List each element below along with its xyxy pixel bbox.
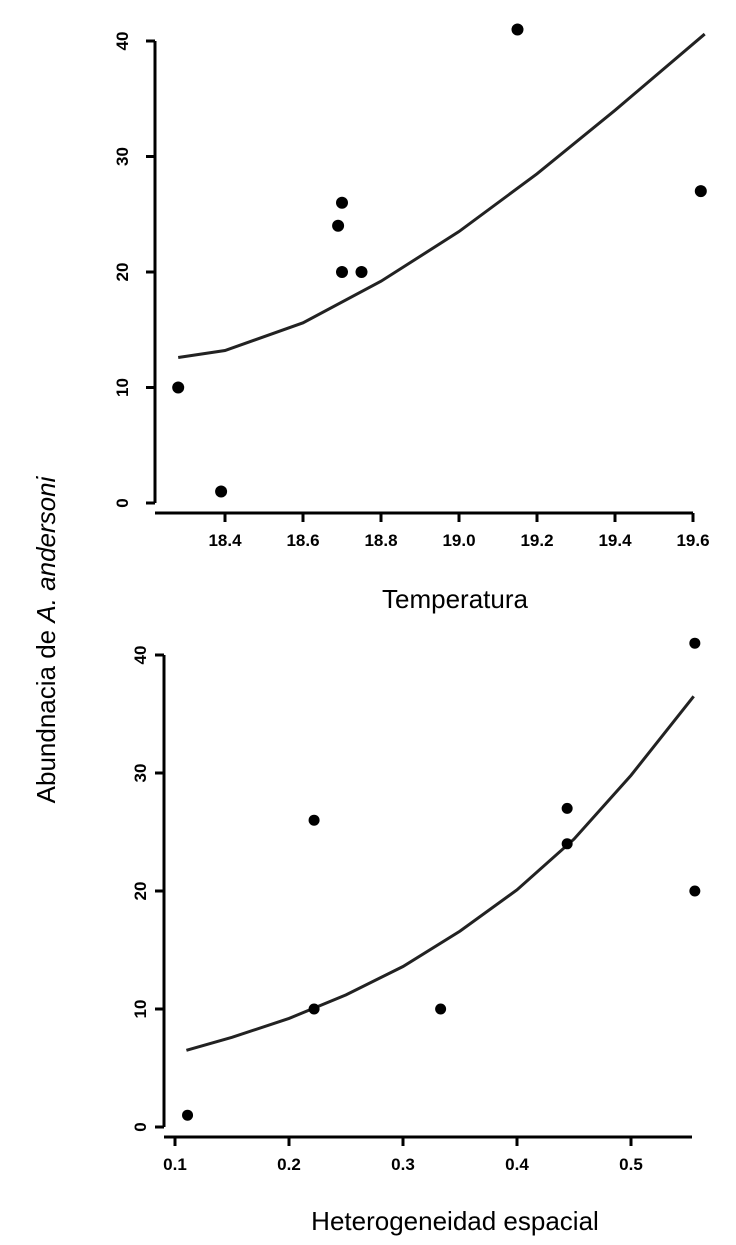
x-axis-label-bottom: Heterogeneidad espacial xyxy=(311,1206,599,1236)
data-point xyxy=(308,814,320,826)
y-label-prefix: Abundnacia de xyxy=(31,623,61,804)
x-tick-label: 19.0 xyxy=(442,531,475,550)
data-point xyxy=(308,1003,320,1015)
y-tick-label: 0 xyxy=(131,1122,150,1131)
data-point xyxy=(689,637,701,649)
y-tick-label: 30 xyxy=(113,147,132,166)
x-tick-label: 18.6 xyxy=(286,531,319,550)
y-tick-label: 30 xyxy=(131,764,150,783)
x-tick-label: 0.1 xyxy=(163,1155,187,1174)
data-point xyxy=(689,885,701,897)
fit-curve xyxy=(185,695,695,1052)
x-tick-label: 0.2 xyxy=(277,1155,301,1174)
y-tick-label: 20 xyxy=(131,882,150,901)
y-tick-label: 20 xyxy=(113,263,132,282)
y-tick-label: 40 xyxy=(113,32,132,51)
x-tick-label: 0.4 xyxy=(505,1155,529,1174)
fit-curve xyxy=(177,32,706,359)
x-tick-label: 19.4 xyxy=(598,531,632,550)
x-tick-label: 0.3 xyxy=(391,1155,415,1174)
y-tick-label: 40 xyxy=(131,646,150,665)
y-axis-label: Abundnacia de A. andersoni xyxy=(31,475,61,803)
x-tick-label: 19.6 xyxy=(676,531,709,550)
data-point xyxy=(694,185,707,198)
x-tick-label: 19.2 xyxy=(520,531,553,550)
data-point xyxy=(336,266,348,278)
data-point xyxy=(511,23,524,36)
y-tick-label: 10 xyxy=(131,1000,150,1019)
x-tick-label: 18.4 xyxy=(208,531,242,550)
data-point xyxy=(172,381,185,394)
data-point xyxy=(435,1003,447,1015)
data-point xyxy=(215,485,228,498)
data-point xyxy=(561,838,573,850)
data-point xyxy=(182,1109,194,1121)
x-tick-label: 18.8 xyxy=(364,531,397,550)
x-axis-label-top: Temperatura xyxy=(382,584,528,614)
y-label-species: A. andersoni xyxy=(31,475,61,624)
data-point xyxy=(332,219,345,232)
data-point xyxy=(561,802,573,814)
x-tick-label: 0.5 xyxy=(619,1155,643,1174)
data-point xyxy=(336,196,348,209)
data-point xyxy=(355,266,368,278)
y-tick-label: 10 xyxy=(113,378,132,397)
y-tick-label: 0 xyxy=(113,498,132,507)
